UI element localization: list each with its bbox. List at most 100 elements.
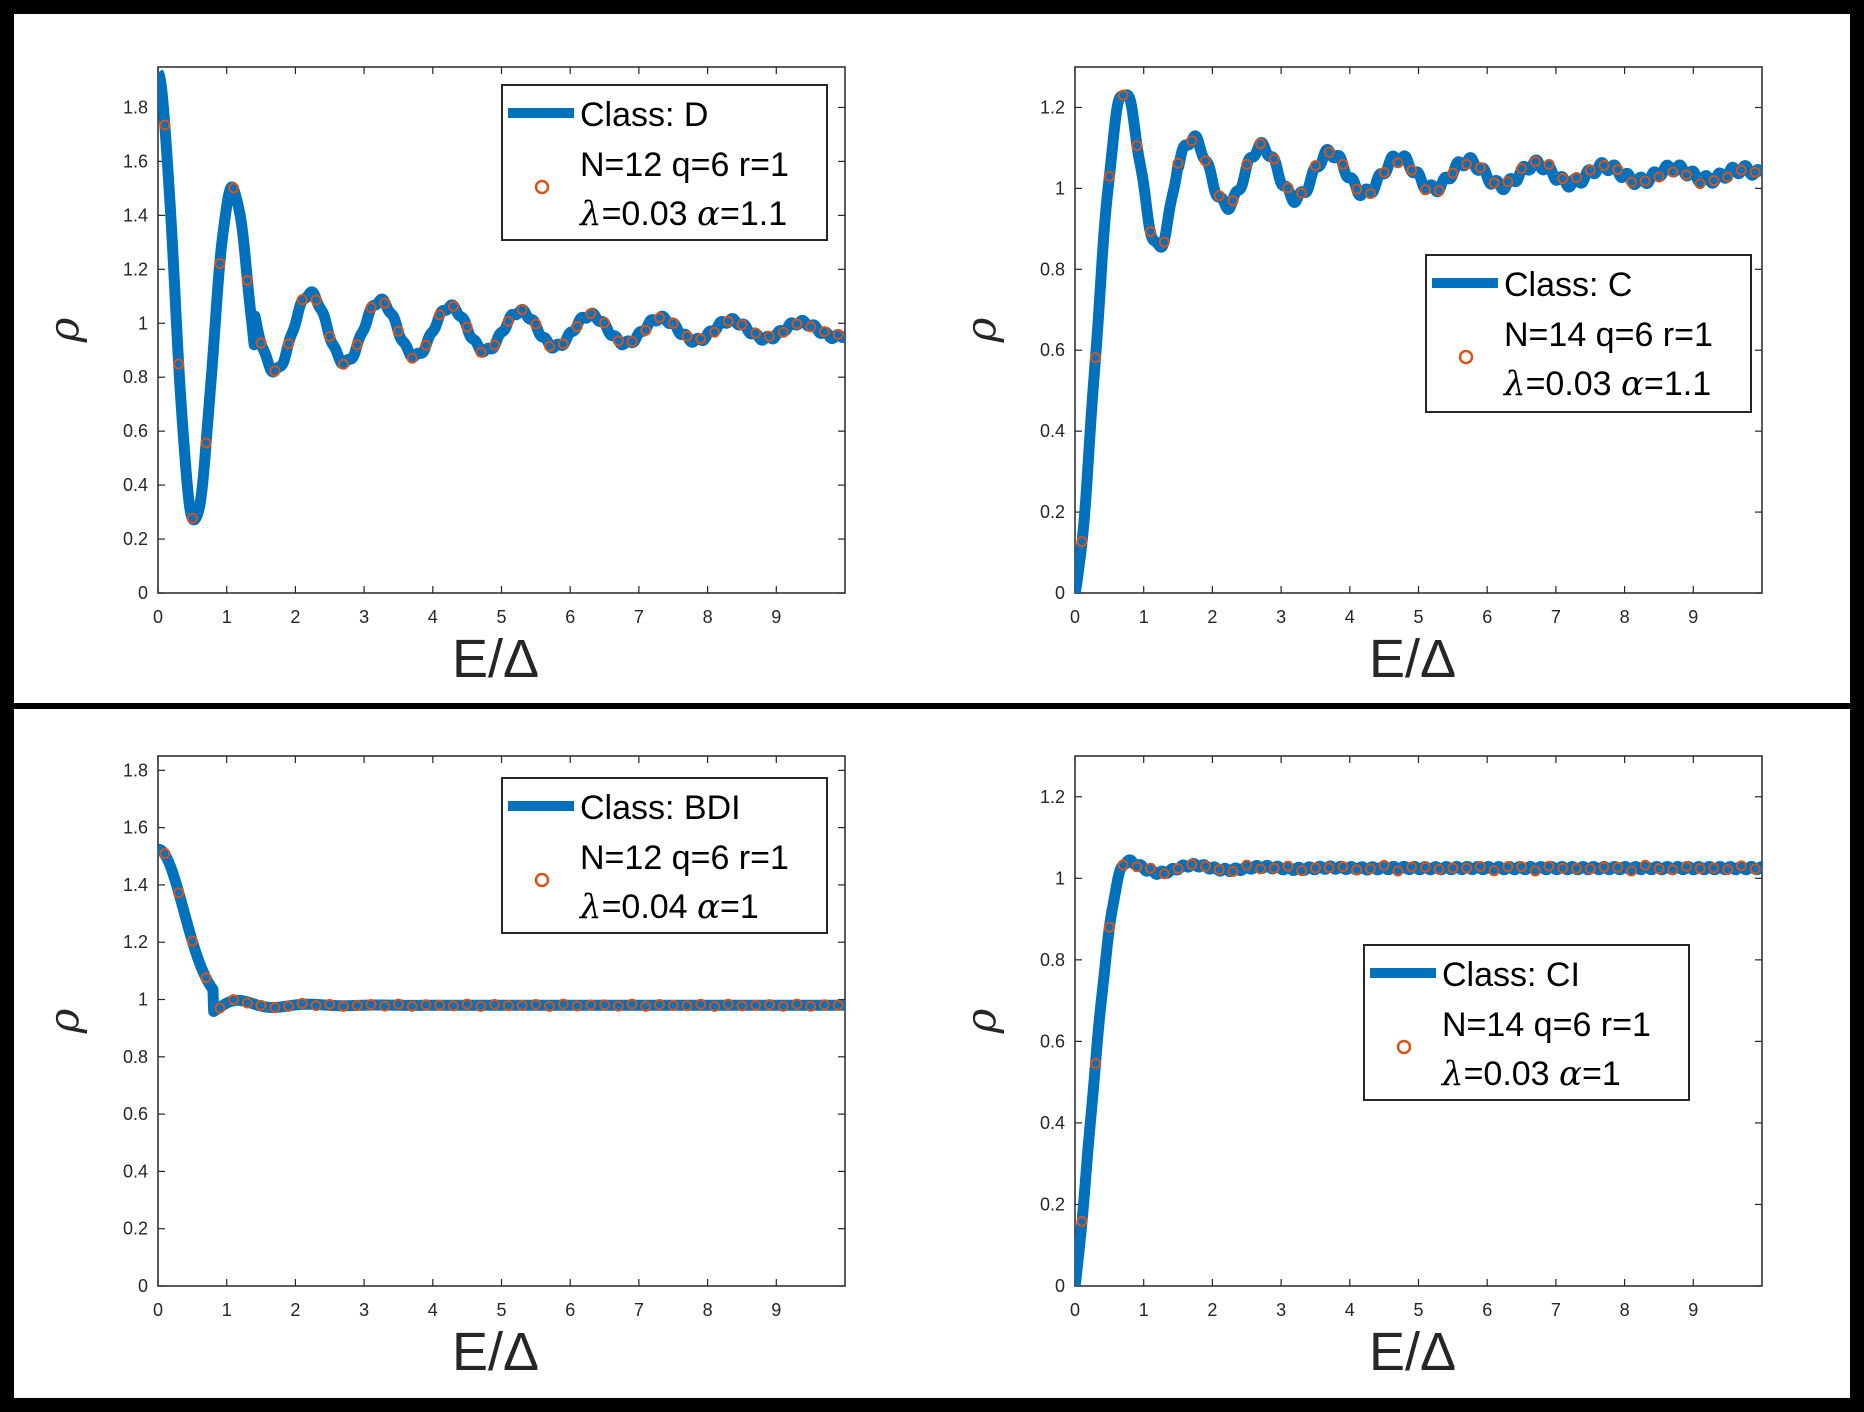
data-point	[832, 999, 844, 1011]
data-point	[1722, 171, 1734, 183]
data-point	[1186, 135, 1198, 147]
data-point	[1708, 862, 1720, 874]
y-tick-label: 0	[1055, 583, 1065, 603]
alpha-value: =1	[720, 888, 759, 926]
legend-CI: Class: CI N=14 q=6 r=1 λ=0.03 α=1	[1363, 944, 1690, 1101]
data-point	[1461, 862, 1473, 874]
data-point	[1612, 163, 1624, 175]
data-point	[1117, 859, 1129, 871]
legend-marker-label-line2: λ=0.03 α=1	[1440, 1054, 1621, 1094]
data-point	[1529, 156, 1541, 168]
y-tick-label: 0.8	[123, 1047, 148, 1067]
data-point	[173, 887, 185, 899]
data-point	[599, 317, 611, 329]
data-point	[805, 1000, 817, 1012]
data-point	[612, 335, 624, 347]
y-tick-label: 0.8	[123, 367, 148, 387]
y-axis-label: ρ	[39, 317, 88, 343]
data-point	[571, 321, 583, 333]
x-tick-label: 1	[1139, 1300, 1149, 1320]
data-point	[269, 1002, 281, 1014]
data-point	[1172, 157, 1184, 169]
data-point	[1598, 861, 1610, 873]
data-point	[1708, 175, 1720, 187]
data-point	[1557, 862, 1569, 874]
data-point	[1351, 183, 1363, 195]
data-point	[1419, 184, 1431, 196]
lambda-value: =0.03	[1464, 1055, 1559, 1093]
data-point	[1254, 138, 1266, 150]
data-point	[1406, 164, 1418, 176]
data-point	[1488, 865, 1500, 877]
legend-line-label: Class: C	[1504, 266, 1632, 304]
y-tick-label: 1.2	[1040, 787, 1065, 807]
data-point	[612, 1000, 624, 1012]
data-point	[1571, 172, 1583, 184]
data-point	[599, 999, 611, 1011]
data-point	[1282, 860, 1294, 872]
data-point	[1296, 865, 1308, 877]
data-point	[654, 999, 666, 1011]
data-point	[1722, 864, 1734, 876]
data-point	[544, 340, 556, 352]
data-point	[763, 330, 775, 342]
data-point	[406, 1000, 418, 1012]
data-point	[571, 1000, 583, 1012]
data-point	[516, 999, 528, 1011]
data-point	[1461, 158, 1473, 170]
data-point	[489, 339, 501, 351]
y-tick-label: 0.6	[123, 1104, 148, 1124]
data-point	[159, 847, 171, 859]
data-point	[1378, 859, 1390, 871]
data-point	[1145, 862, 1157, 874]
lambda-symbol: λ	[578, 887, 602, 927]
legend-marker-label-line2: λ=0.04 α=1	[578, 887, 759, 927]
data-point	[1364, 863, 1376, 875]
y-tick-label: 0.2	[1040, 1194, 1065, 1214]
x-tick-label: 4	[428, 1300, 438, 1320]
data-point	[791, 318, 803, 330]
y-axis-label: ρ	[39, 1008, 88, 1034]
data-point	[1323, 146, 1335, 158]
y-tick-label: 1	[1055, 868, 1065, 888]
data-point	[1158, 236, 1170, 248]
series-line-D	[158, 67, 845, 526]
data-point	[1584, 863, 1596, 875]
data-point	[420, 999, 432, 1011]
y-tick-label: 1.4	[123, 875, 148, 895]
legend-marker-label-line1: N=14 q=6 r=1	[1442, 1006, 1651, 1044]
data-point	[392, 998, 404, 1010]
x-tick-label: 9	[1688, 1300, 1698, 1320]
data-point	[1268, 153, 1280, 165]
y-axis-label: ρ	[956, 1008, 1005, 1034]
data-point	[200, 437, 212, 449]
x-tick-label: 1	[1139, 607, 1149, 627]
alpha-value: =1.1	[720, 195, 787, 233]
x-axis-label: E/Δ	[452, 1322, 539, 1382]
data-point	[1488, 177, 1500, 189]
data-point	[750, 327, 762, 339]
data-point	[585, 999, 597, 1011]
data-point	[1639, 859, 1651, 871]
data-point	[324, 330, 336, 342]
x-tick-label: 9	[771, 1300, 781, 1320]
x-tick-label: 1	[222, 1300, 232, 1320]
data-point	[530, 998, 542, 1010]
data-point	[763, 999, 775, 1011]
y-tick-label: 0.2	[123, 1219, 148, 1239]
data-point	[1186, 858, 1198, 870]
data-point	[255, 999, 267, 1011]
data-point	[1378, 166, 1390, 178]
data-point	[626, 998, 638, 1010]
data-point	[1433, 863, 1445, 875]
x-tick-label: 2	[1207, 1300, 1217, 1320]
chart-C: 0 1 2 3 4 5 6 7 8 9 0 0.2 0.4 0.6 0.8 1 1.2 E/Δ ρ Class: C N…	[956, 66, 1763, 689]
data-point	[1667, 864, 1679, 876]
data-point	[1749, 863, 1761, 875]
data-point	[1598, 160, 1610, 172]
alpha-symbol: α	[1559, 1054, 1582, 1094]
alpha-value: =1.1	[1644, 365, 1711, 403]
data-point	[1612, 861, 1624, 873]
x-tick-label: 0	[153, 607, 163, 627]
y-tick-label: 0.4	[1040, 1113, 1065, 1133]
